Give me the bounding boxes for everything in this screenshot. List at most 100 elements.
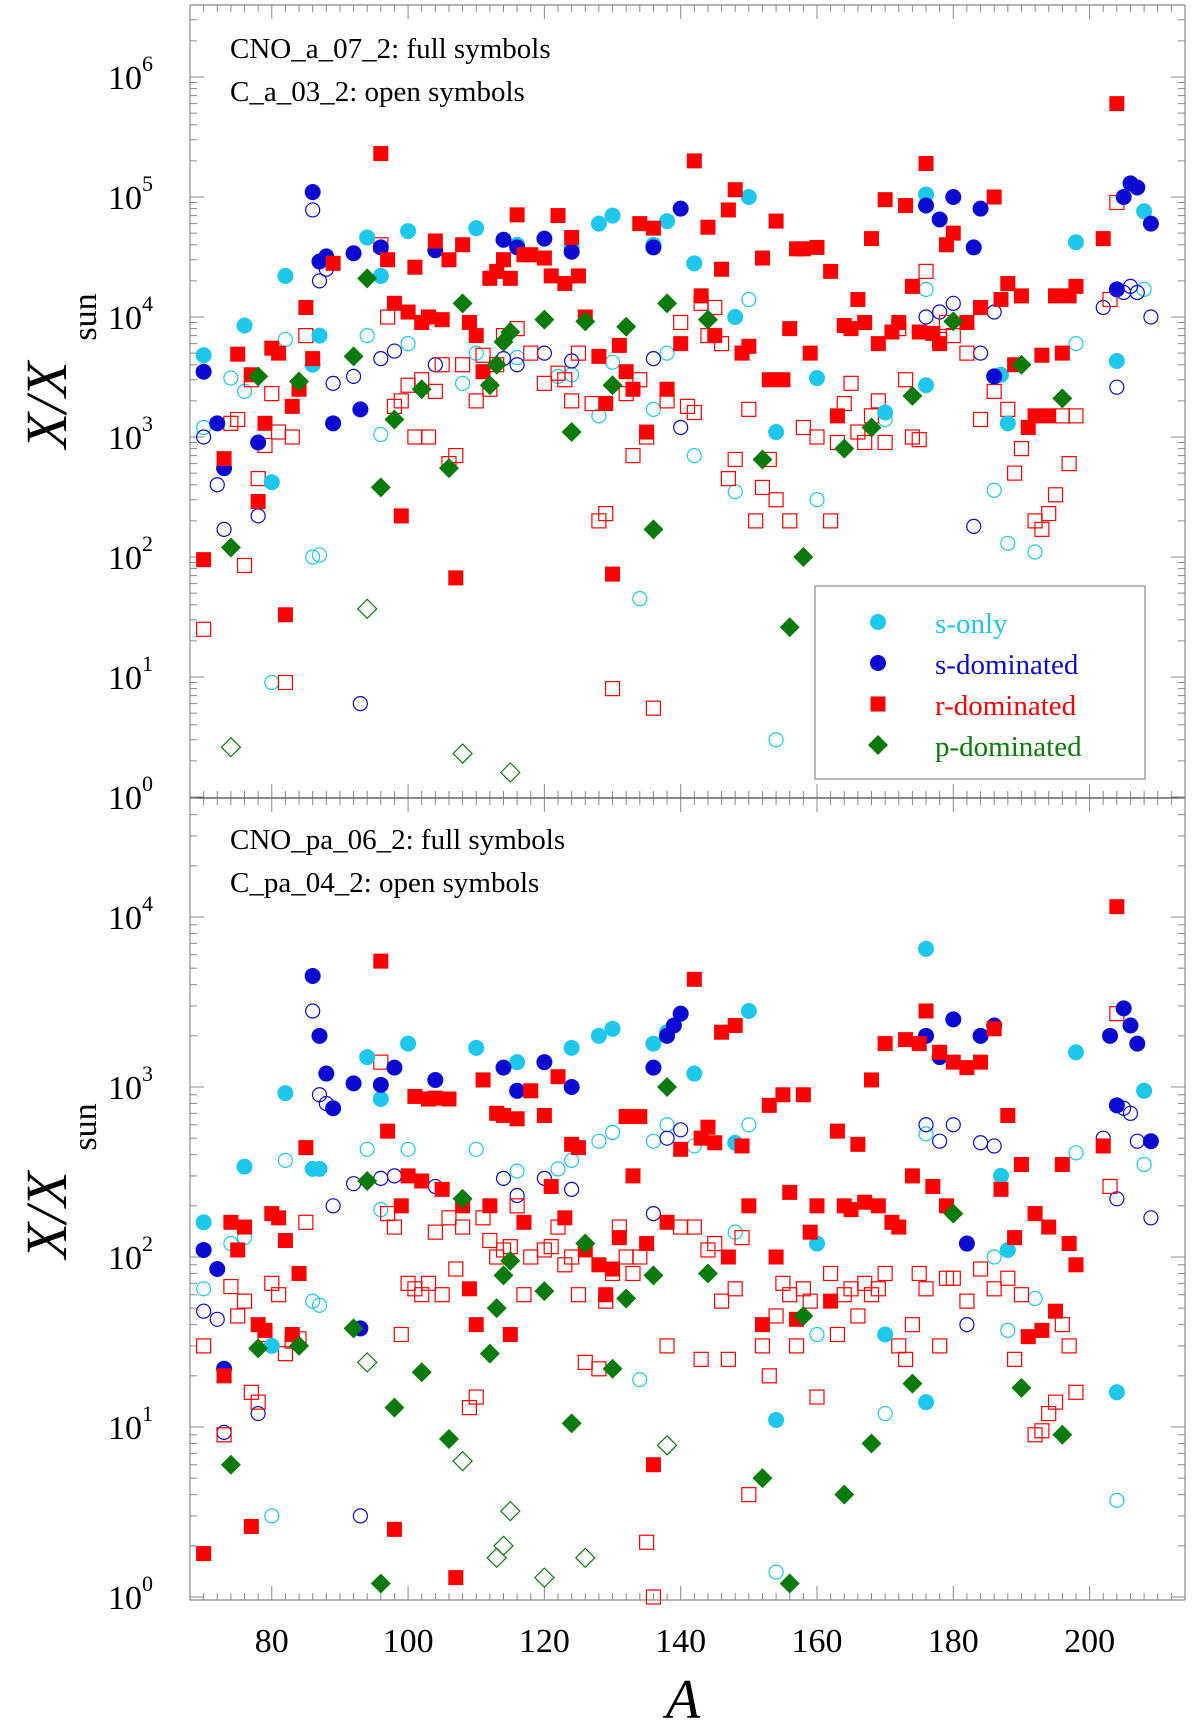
data-point-r-dominated-open (829, 1326, 846, 1343)
data-point-s-only-full (400, 1035, 417, 1052)
data-point-r-dominated-full (257, 415, 273, 431)
data-point-r-dominated-full (1054, 345, 1070, 361)
data-point-r-dominated-full (523, 1083, 539, 1099)
data-point-s-only-full (992, 1167, 1009, 1184)
data-point-p-dominated-full (411, 379, 432, 400)
data-point-s-dominated-full (318, 1065, 335, 1082)
data-point-s-only-full (359, 1049, 376, 1066)
data-point-s-dominated-full (958, 1235, 975, 1252)
data-point-p-dominated-full (561, 1413, 582, 1434)
data-point-r-dominated-full (230, 346, 246, 362)
data-point-r-dominated-open (707, 299, 723, 316)
data-point-r-dominated-full (707, 1135, 723, 1151)
data-point-p-dominated-full (500, 321, 521, 342)
data-point-s-dominated-full (311, 1027, 328, 1044)
data-point-s-dominated-full (386, 1059, 403, 1076)
data-point-s-dominated-full (325, 415, 342, 432)
data-point-r-dominated-full (550, 1069, 566, 1085)
data-point-r-dominated-open (645, 700, 662, 716)
data-point-s-only-full (311, 327, 328, 344)
data-point-r-dominated-open (1000, 1270, 1016, 1286)
data-point-s-dominated-full (1122, 1017, 1139, 1034)
data-point-r-dominated-full (707, 328, 723, 344)
data-point-p-dominated-full (793, 547, 814, 567)
data-point-s-dominated-open (564, 1181, 580, 1197)
data-point-r-dominated-full (427, 1090, 443, 1106)
data-point-r-dominated-open (230, 1308, 246, 1324)
data-point-r-dominated-full (993, 291, 1009, 307)
data-point-r-dominated-full (414, 1173, 430, 1189)
data-point-s-only-open (604, 354, 621, 370)
data-point-s-dominated-full (495, 231, 512, 248)
y-tick-label: 103 (108, 411, 153, 457)
data-point-s-dominated-full (672, 200, 689, 217)
data-point-p-dominated-full (220, 537, 241, 558)
data-point-p-dominated-full (486, 354, 507, 375)
data-point-s-dominated-full (563, 243, 580, 260)
data-point-s-dominated-full (1115, 1000, 1132, 1017)
data-point-p-dominated-full (438, 458, 459, 479)
data-point-r-dominated-open (720, 1351, 736, 1367)
data-point-r-dominated-full (373, 953, 389, 969)
data-point-r-dominated-open (870, 1281, 886, 1297)
legend-label-s-only: s-only (935, 608, 1008, 640)
data-point-s-dominated-open (495, 1170, 512, 1186)
data-point-s-dominated-open (345, 1176, 362, 1192)
data-point-s-only-open (264, 674, 280, 691)
data-point-r-dominated-full (1041, 1219, 1057, 1235)
data-point-s-dominated-full (1102, 1027, 1119, 1044)
data-point-s-dominated-open (918, 309, 934, 325)
data-point-r-dominated-full (489, 263, 505, 279)
data-point-r-dominated-open (386, 1219, 403, 1235)
data-point-r-dominated-open (1061, 1338, 1077, 1354)
data-point-r-dominated-open (823, 1265, 839, 1282)
panel-bottom: 100 101 102 103 104 80 100 120 140 160 180 200 (108, 797, 1186, 1660)
data-point-s-only-full (877, 1326, 894, 1343)
data-point-r-dominated-open (427, 1224, 443, 1240)
data-point-r-dominated-full (918, 1003, 934, 1019)
data-point-p-dominated-full (248, 1338, 269, 1359)
data-point-r-dominated-full (455, 237, 471, 253)
data-point-p-dominated-open (452, 1450, 473, 1472)
data-point-s-dominated-open (1129, 1133, 1145, 1149)
data-point-r-dominated-open (639, 1534, 655, 1550)
data-point-s-only-full (768, 424, 785, 441)
data-point-s-only-open (359, 1141, 375, 1157)
data-point-r-dominated-full (543, 1178, 559, 1194)
data-point-r-dominated-open (625, 447, 641, 464)
data-point-s-only-open (741, 1117, 757, 1133)
data-point-r-dominated-full (502, 270, 518, 286)
panel-bottom-annotation-open: C_pa_04_2: open symbols (230, 867, 539, 899)
data-point-r-dominated-open (741, 1487, 757, 1503)
data-point-s-dominated-full (352, 401, 369, 418)
data-point-s-dominated-open (325, 375, 341, 391)
data-point-r-dominated-full (639, 1236, 655, 1252)
data-point-r-dominated-full (1109, 899, 1125, 915)
data-point-s-dominated-full (1142, 215, 1159, 232)
data-point-p-dominated-open (534, 1567, 555, 1588)
data-point-r-dominated-full (373, 146, 389, 162)
data-point-s-only-full (686, 1065, 703, 1082)
data-point-s-only-full (877, 404, 894, 421)
data-point-r-dominated-open (795, 419, 811, 436)
data-point-r-dominated-open (1007, 1351, 1023, 1367)
data-point-r-dominated-full (782, 321, 798, 337)
data-point-r-dominated-full (959, 1060, 975, 1076)
data-point-p-dominated-full (500, 1250, 521, 1271)
data-point-r-dominated-full (291, 1265, 307, 1281)
data-point-s-dominated-full (563, 1079, 580, 1095)
data-point-r-dominated-full (605, 1261, 621, 1277)
data-point-r-dominated-full (973, 1054, 989, 1070)
data-point-r-dominated-full (570, 1140, 586, 1156)
data-point-p-dominated-full (357, 268, 378, 289)
data-point-r-dominated-full (754, 1317, 770, 1333)
data-point-p-dominated-full (452, 293, 473, 314)
data-point-s-only-full (918, 1394, 935, 1411)
data-point-p-dominated-full (697, 1263, 718, 1284)
data-point-r-dominated-full (673, 336, 689, 352)
data-point-r-dominated-full (1027, 1206, 1043, 1222)
data-point-r-dominated-full (809, 239, 825, 255)
data-point-r-dominated-open (434, 357, 450, 373)
data-point-s-dominated-full (972, 200, 989, 217)
panel-top-annotation: CNO_a_07_2: full symbols C_a_03_2: open … (230, 33, 551, 108)
